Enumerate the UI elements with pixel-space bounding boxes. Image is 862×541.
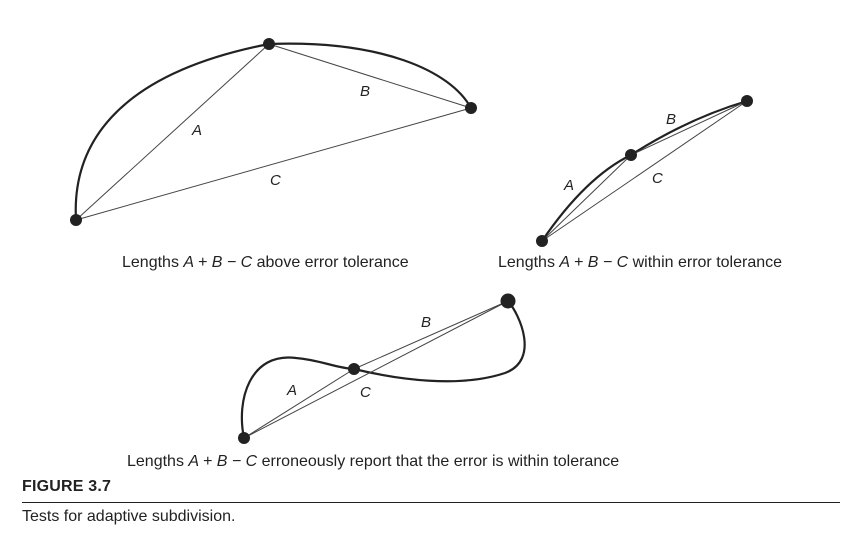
- endpoint-start: [536, 235, 548, 247]
- curve: [240, 300, 526, 439]
- caption-prefix: Lengths: [122, 254, 183, 271]
- caption-suffix: erroneously report that the error is wit…: [257, 453, 619, 470]
- label-b: B: [421, 314, 431, 331]
- figure-caption: Tests for adaptive subdivision.: [22, 508, 236, 525]
- label-c: C: [270, 172, 281, 189]
- endpoint-end: [741, 95, 753, 107]
- chord-a: [75, 43, 270, 221]
- chord-c: [243, 300, 509, 439]
- figure-divider: [22, 502, 840, 503]
- diagram-caption: Lengths A + B − C above error tolerance: [122, 254, 409, 271]
- label-c: C: [652, 170, 663, 187]
- caption-suffix: above error tolerance: [252, 254, 409, 271]
- caption-suffix: within error tolerance: [628, 254, 782, 271]
- caption-prefix: Lengths: [127, 453, 188, 470]
- label-a: A: [191, 122, 202, 139]
- diagram-caption: Lengths A + B − C within error tolerance: [498, 254, 782, 271]
- label-a: A: [286, 382, 297, 399]
- diagram-above-tolerance: A B C Lengths A + B − C above error tole…: [70, 38, 477, 271]
- diagram-within-tolerance: A B C Lengths A + B − C within error tol…: [498, 95, 782, 271]
- adaptive-subdivision-diagram: A B C Lengths A + B − C above error tole…: [70, 38, 782, 470]
- caption-expression: A + B − C: [182, 254, 252, 271]
- caption-expression: A + B − C: [187, 453, 257, 470]
- chord-b: [353, 300, 509, 370]
- diagram-caption: Lengths A + B − C erroneously report tha…: [127, 453, 619, 470]
- label-c: C: [360, 384, 371, 401]
- chord-b: [630, 100, 748, 156]
- caption-prefix: Lengths: [498, 254, 559, 271]
- endpoint-start: [238, 432, 250, 444]
- label-b: B: [666, 111, 676, 128]
- label-b: B: [360, 83, 370, 100]
- chord-b: [268, 43, 472, 109]
- endpoint-end: [500, 293, 516, 309]
- chord-c: [75, 107, 472, 221]
- chord-a: [243, 368, 355, 439]
- chord-c: [541, 100, 748, 242]
- caption-expression: A + B − C: [558, 254, 628, 271]
- diagram-erroneous: A B C Lengths A + B − C erroneously repo…: [127, 293, 619, 470]
- label-a: A: [563, 177, 574, 194]
- midpoint: [348, 363, 360, 375]
- figure-label: FIGURE 3.7: [22, 478, 112, 495]
- midpoint: [625, 149, 637, 161]
- chord-a: [541, 154, 632, 242]
- midpoint: [263, 38, 275, 50]
- endpoint-end: [465, 102, 477, 114]
- endpoint-start: [70, 214, 82, 226]
- curve: [74, 42, 472, 221]
